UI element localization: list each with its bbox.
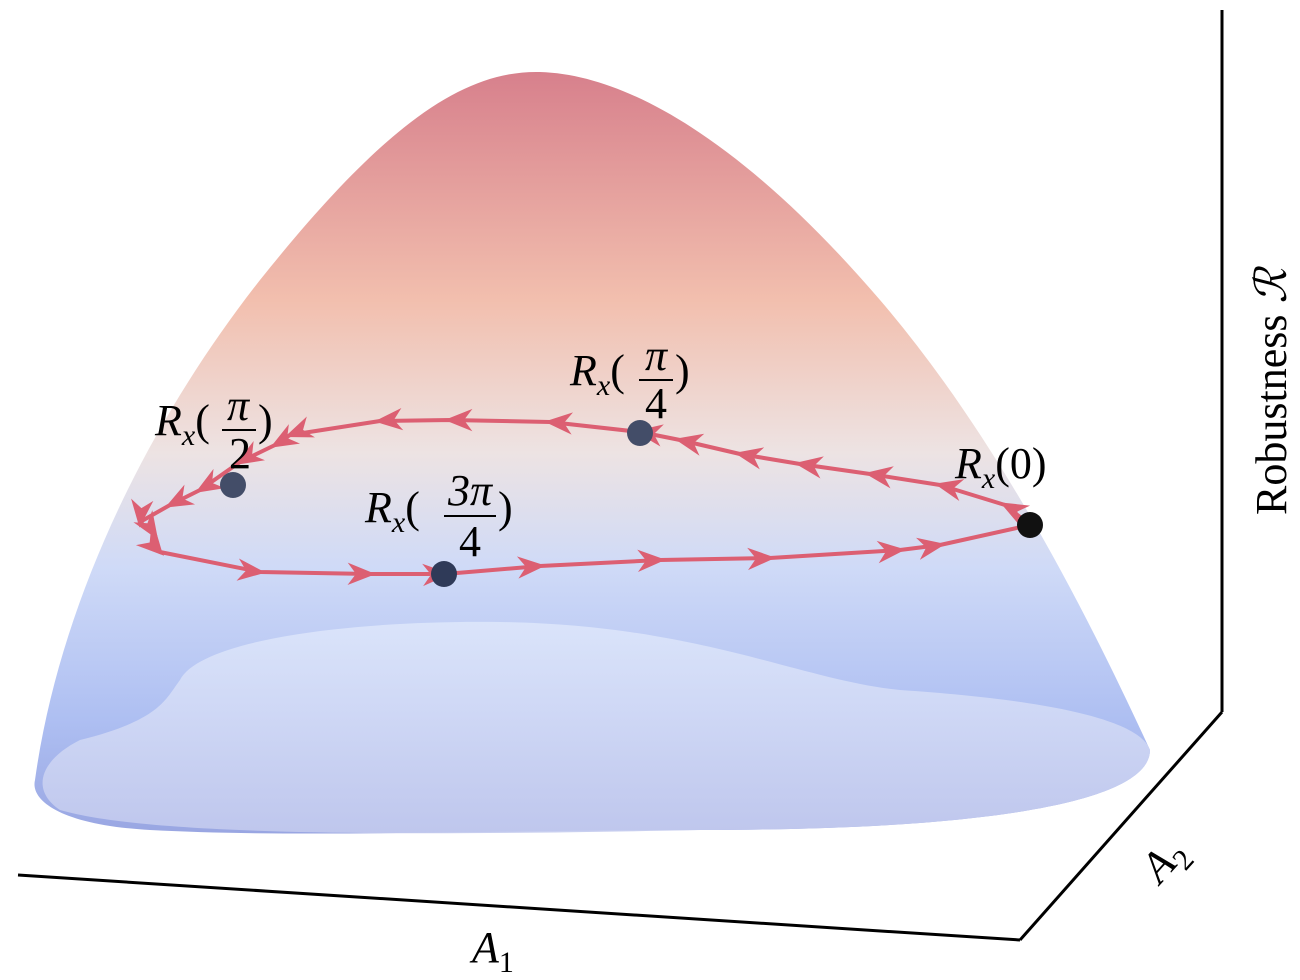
label-0: Rx(0) xyxy=(954,439,1047,495)
z-axis-label: Robustness ℛ xyxy=(1247,266,1296,515)
label-main: R xyxy=(364,483,392,532)
label-3pi4: Rx( 3π 4 ) xyxy=(364,466,513,566)
x-axis-sub: 1 xyxy=(499,946,514,979)
label-den: 2 xyxy=(229,429,251,478)
svg-text:Rx(: Rx( xyxy=(154,396,210,452)
label-pi2: Rx( π 2 ) xyxy=(154,381,273,478)
svg-text:Rx(: Rx( xyxy=(364,483,420,539)
label-pi4: Rx( π 4 ) xyxy=(569,331,690,428)
svg-text:Rx(0): Rx(0) xyxy=(954,439,1047,495)
point xyxy=(431,561,457,587)
path-loop xyxy=(131,407,1032,587)
svg-text:Rx(: Rx( xyxy=(569,346,625,402)
y-axis-label: A2 xyxy=(1129,828,1201,899)
point xyxy=(220,472,246,498)
label-sub: x xyxy=(181,419,196,452)
label-den: 4 xyxy=(645,379,667,428)
label-open: ( xyxy=(195,396,210,445)
point xyxy=(1017,512,1043,538)
label-close: ) xyxy=(675,346,690,395)
label-sub: x xyxy=(596,369,611,402)
label-sub: x xyxy=(391,506,406,539)
x-axis-main: A xyxy=(469,923,500,972)
z-axis-symbol: ℛ xyxy=(1247,266,1296,304)
label-main: R xyxy=(569,346,597,395)
label-sub: x xyxy=(981,462,996,495)
label-num: 3π xyxy=(447,466,494,515)
label-close: ) xyxy=(258,396,273,445)
label-arg: (0) xyxy=(995,439,1046,488)
surface-base xyxy=(42,621,1151,834)
z-axis-text: Robustness xyxy=(1247,304,1296,515)
label-num: π xyxy=(645,331,669,380)
x-axis-label: A1 xyxy=(469,923,514,979)
label-open: ( xyxy=(610,346,625,395)
label-main: R xyxy=(954,439,982,488)
label-num: π xyxy=(227,381,251,430)
axes xyxy=(17,10,1224,942)
label-den: 4 xyxy=(459,517,481,566)
point xyxy=(627,420,653,446)
label-main: R xyxy=(154,396,182,445)
label-close: ) xyxy=(498,483,513,532)
label-open: ( xyxy=(405,483,420,532)
